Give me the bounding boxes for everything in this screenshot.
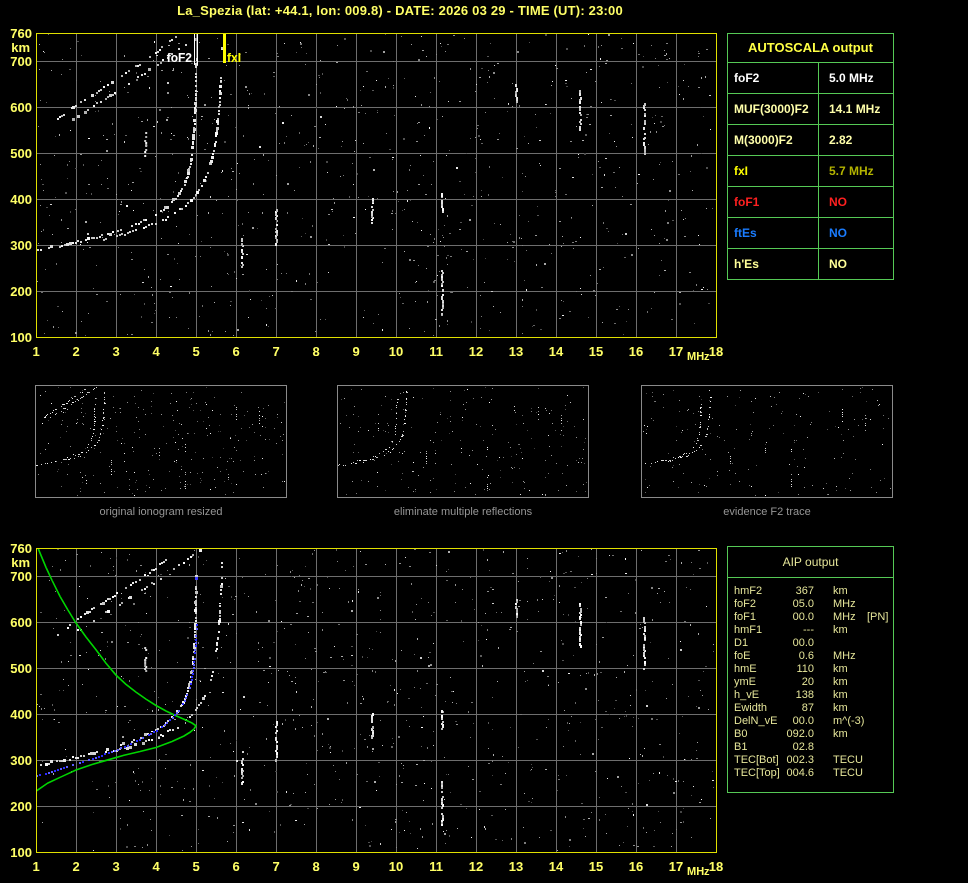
aip-row: DelN_vE 00.0 m^(-3)	[728, 715, 893, 728]
aip-row: foE 0.6 MHz	[728, 650, 893, 663]
bottom-ionogram-canvas	[0, 540, 730, 883]
aip-param-unit: MHz	[833, 611, 856, 623]
mini-panel-original-ionogram	[35, 385, 287, 498]
autoscala-param-label: ftEs	[728, 218, 819, 248]
aip-row: ymE 20 km	[728, 676, 893, 689]
autoscala-output-table: AUTOSCALA output foF2 5.0 MHz MUF(3000)F2 1…	[727, 33, 894, 280]
aip-row: TEC[Top] 004.6 TECU	[728, 767, 893, 780]
aip-param-value: 092.0	[786, 728, 814, 740]
autoscala-param-value: NO	[829, 195, 847, 209]
autoscala-param-label: MUF(3000)F2	[728, 94, 819, 124]
aip-param-unit: km	[833, 663, 848, 675]
aip-row: foF1 00.0 MHz [PN]	[728, 611, 893, 624]
aip-row: B0 092.0 km	[728, 728, 893, 741]
autoscala-param-label: foF1	[728, 187, 819, 217]
autoscala-row: MUF(3000)F2 14.1 MHz	[728, 94, 893, 125]
aip-param-unit: MHz	[833, 650, 856, 662]
autoscala-table-header: AUTOSCALA output	[728, 34, 893, 63]
autoscala-param-label: h'Es	[728, 249, 819, 279]
aip-table-rows: hmF2 367 km foF2 05.0 MHz foF1 00.0 MHz [PN] hmF1 -…	[728, 578, 893, 780]
aip-output-table: AIP output hmF2 367 km foF2 05.0 MHz foF1 00.0 M…	[727, 546, 894, 793]
aip-param-label: h_vE	[734, 689, 760, 701]
aip-param-label: TEC[Bot]	[734, 754, 779, 766]
aip-param-note: [PN]	[867, 611, 889, 623]
autoscala-table-rows: foF2 5.0 MHz MUF(3000)F2 14.1 MHz M(3000)F2 2…	[728, 63, 893, 279]
aip-param-value: 138	[795, 689, 814, 701]
aip-param-label: DelN_vE	[734, 715, 778, 727]
aip-param-value: 20	[801, 676, 814, 688]
autoscala-row: fxI 5.7 MHz	[728, 156, 893, 187]
autoscala-param-value: 2.82	[829, 133, 853, 147]
aip-row: TEC[Bot] 002.3 TECU	[728, 754, 893, 767]
aip-param-label: B0	[734, 728, 748, 740]
aip-row: D1 00.0	[728, 637, 893, 650]
autoscala-row: M(3000)F2 2.82	[728, 125, 893, 156]
panel-caption-original: original ionogram resized	[99, 506, 223, 518]
aip-param-unit: km	[833, 676, 848, 688]
autoscala-param-value: 14.1 MHz	[829, 102, 881, 116]
aip-row: foF2 05.0 MHz	[728, 598, 893, 611]
aip-table-header: AIP output	[728, 547, 893, 578]
autoscala-param-label: M(3000)F2	[728, 125, 819, 155]
aip-param-label: foE	[734, 650, 751, 662]
aip-row: hmE 110 km	[728, 663, 893, 676]
autoscala-param-value: NO	[829, 257, 847, 271]
aip-param-value: 00.0	[792, 611, 814, 623]
aip-param-label: D1	[734, 637, 749, 649]
autoscala-row: h'Es NO	[728, 249, 893, 279]
aip-param-value: 00.0	[792, 637, 814, 649]
autoscala-param-value: NO	[829, 226, 847, 240]
aip-param-label: ymE	[734, 676, 756, 688]
aip-param-unit: m^(-3)	[833, 715, 865, 727]
aip-param-unit	[833, 741, 861, 754]
aip-param-value: 02.8	[792, 741, 814, 753]
panel-caption-eliminate: eliminate multiple reflections	[393, 506, 533, 518]
aip-param-unit: km	[833, 689, 848, 701]
aip-param-unit	[833, 637, 861, 650]
aip-param-value: 0.6	[798, 650, 814, 662]
aip-row: hmF2 367 km	[728, 585, 893, 598]
aip-param-value: 004.6	[786, 767, 814, 779]
panel-caption-evidence: evidence F2 trace	[723, 506, 811, 518]
autoscala-param-label: foF2	[728, 63, 819, 93]
aip-param-value: 002.3	[786, 754, 814, 766]
aip-param-label: foF1	[734, 611, 757, 623]
aip-param-unit: km	[833, 585, 848, 597]
mini-panel-eliminate-reflections	[337, 385, 589, 498]
aip-param-unit: km	[833, 728, 848, 740]
page-title: La_Spezia (lat: +44.1, lon: 009.8) - DAT…	[177, 3, 623, 18]
aip-param-unit: TECU	[833, 754, 863, 766]
autoscala-row: foF2 5.0 MHz	[728, 63, 893, 94]
aip-param-label: foF2	[734, 598, 757, 610]
aip-param-label: TEC[Top]	[734, 767, 780, 779]
top-ionogram-canvas	[0, 25, 730, 370]
aip-param-label: hmE	[734, 663, 757, 675]
aip-param-label: hmF2	[734, 585, 763, 597]
aip-row: B1 02.8	[728, 741, 893, 754]
aip-param-value: 05.0	[792, 598, 814, 610]
aip-row: h_vE 138 km	[728, 689, 893, 702]
autoscala-param-value: 5.7 MHz	[829, 164, 874, 178]
mini-panel-evidence-f2-trace	[641, 385, 893, 498]
aip-param-unit: km	[833, 624, 848, 636]
aip-param-unit: MHz	[833, 598, 856, 610]
aip-param-unit: km	[833, 702, 848, 714]
aip-param-value: 110	[796, 663, 814, 675]
aip-param-value: 87	[801, 702, 814, 714]
aip-row: hmF1 --- km	[728, 624, 893, 637]
aip-param-label: hmF1	[734, 624, 763, 636]
aip-param-unit: TECU	[833, 767, 863, 779]
aip-param-label: Ewidth	[734, 702, 768, 714]
autoscala-row: foF1 NO	[728, 187, 893, 218]
aip-param-value: ---	[803, 624, 814, 636]
aip-param-value: 367	[795, 585, 814, 597]
autoscala-param-value: 5.0 MHz	[829, 71, 874, 85]
aip-row: Ewidth 87 km	[728, 702, 893, 715]
autoscala-param-label: fxI	[728, 156, 819, 186]
aip-param-label: B1	[734, 741, 748, 753]
aip-param-value: 00.0	[792, 715, 814, 727]
autoscala-row: ftEs NO	[728, 218, 893, 249]
